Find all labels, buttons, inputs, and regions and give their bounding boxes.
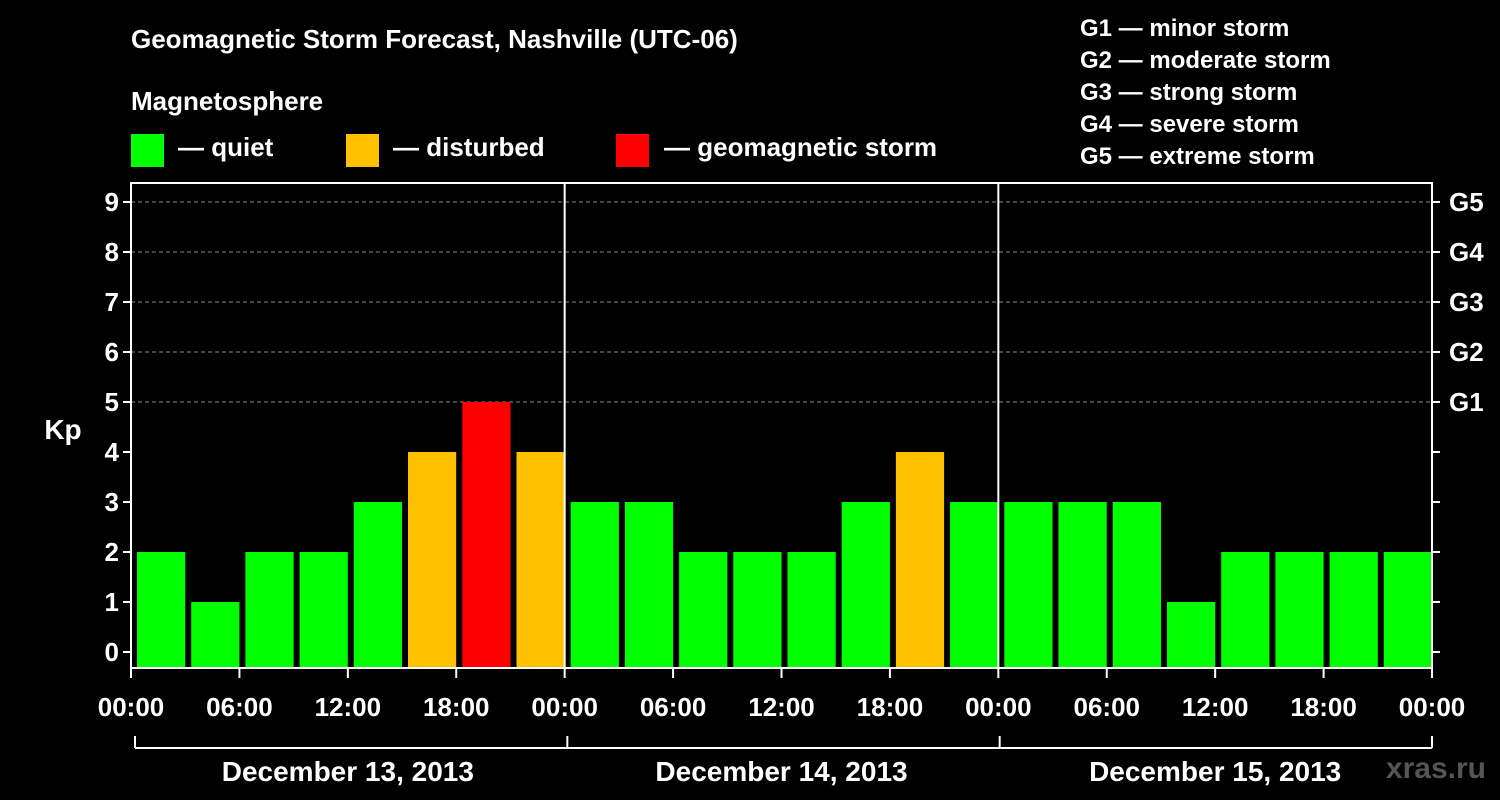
storm-scale-g4: G4 — severe storm bbox=[1080, 111, 1299, 138]
x-tick-label-8: 00:00 bbox=[965, 692, 1032, 722]
bar-3 bbox=[299, 552, 348, 668]
bar-13 bbox=[841, 502, 890, 668]
g-level-label-3: G4 bbox=[1449, 237, 1484, 267]
g-level-label-1: G2 bbox=[1449, 337, 1484, 367]
x-tick-label-9: 06:00 bbox=[1074, 692, 1141, 722]
legend-swatch-storm bbox=[616, 134, 649, 167]
bar-19 bbox=[1167, 602, 1216, 668]
legend-title: Magnetosphere bbox=[131, 86, 324, 116]
bar-5 bbox=[408, 452, 457, 668]
bar-11 bbox=[733, 552, 782, 668]
x-tick-label-7: 18:00 bbox=[857, 692, 924, 722]
y-tick-label-5: 5 bbox=[105, 387, 119, 417]
g-level-label-4: G5 bbox=[1449, 187, 1484, 217]
bar-4 bbox=[353, 502, 402, 668]
day-label-0: December 13, 2013 bbox=[222, 756, 474, 787]
bar-21 bbox=[1275, 552, 1324, 668]
x-tick-label-4: 00:00 bbox=[531, 692, 598, 722]
day-label-1: December 14, 2013 bbox=[655, 756, 907, 787]
bar-20 bbox=[1221, 552, 1270, 668]
legend-label-storm: — geomagnetic storm bbox=[664, 132, 938, 162]
bar-10 bbox=[679, 552, 728, 668]
g-level-label-0: G1 bbox=[1449, 387, 1484, 417]
y-tick-label-0: 0 bbox=[105, 637, 119, 667]
x-tick-label-1: 06:00 bbox=[206, 692, 273, 722]
y-tick-label-1: 1 bbox=[105, 587, 119, 617]
x-tick-label-12: 00:00 bbox=[1399, 692, 1466, 722]
y-tick-label-7: 7 bbox=[105, 287, 119, 317]
g-level-label-2: G3 bbox=[1449, 287, 1484, 317]
storm-scale-g3: G3 — strong storm bbox=[1080, 79, 1298, 106]
y-tick-label-9: 9 bbox=[105, 187, 119, 217]
y-tick-label-3: 3 bbox=[105, 487, 119, 517]
bar-17 bbox=[1058, 502, 1107, 668]
legend-label-quiet: — quiet bbox=[178, 132, 274, 162]
storm-scale-g5: G5 — extreme storm bbox=[1080, 143, 1315, 170]
bar-15 bbox=[950, 502, 999, 668]
bar-6 bbox=[462, 402, 511, 668]
bar-0 bbox=[137, 552, 186, 668]
bar-1 bbox=[191, 602, 240, 668]
x-tick-label-0: 00:00 bbox=[98, 692, 165, 722]
y-tick-label-6: 6 bbox=[105, 337, 119, 367]
x-tick-label-3: 18:00 bbox=[423, 692, 490, 722]
bar-18 bbox=[1112, 502, 1161, 668]
legend-swatch-quiet bbox=[131, 134, 164, 167]
legend-swatch-disturbed bbox=[346, 134, 379, 167]
watermark: xras.ru bbox=[1385, 752, 1486, 785]
x-tick-label-6: 12:00 bbox=[748, 692, 815, 722]
storm-scale-g1: G1 — minor storm bbox=[1080, 15, 1290, 42]
bar-12 bbox=[787, 552, 836, 668]
legend-label-disturbed: — disturbed bbox=[393, 132, 545, 162]
y-tick-label-2: 2 bbox=[105, 537, 119, 567]
x-tick-label-11: 18:00 bbox=[1290, 692, 1357, 722]
y-axis-label: Kp bbox=[44, 414, 81, 445]
x-tick-label-2: 12:00 bbox=[315, 692, 382, 722]
x-tick-label-5: 06:00 bbox=[640, 692, 707, 722]
bar-16 bbox=[1004, 502, 1053, 668]
x-tick-label-10: 12:00 bbox=[1182, 692, 1249, 722]
chart-title: Geomagnetic Storm Forecast, Nashville (U… bbox=[131, 24, 738, 54]
bar-7 bbox=[516, 452, 565, 668]
bar-9 bbox=[624, 502, 674, 668]
day-label-2: December 15, 2013 bbox=[1089, 756, 1341, 787]
y-tick-label-4: 4 bbox=[105, 437, 120, 467]
bar-14 bbox=[895, 452, 945, 668]
bar-23 bbox=[1383, 552, 1432, 668]
bar-2 bbox=[245, 552, 294, 668]
storm-scale-g2: G2 — moderate storm bbox=[1080, 47, 1331, 74]
bar-8 bbox=[570, 502, 619, 668]
y-tick-label-8: 8 bbox=[105, 237, 119, 267]
bar-22 bbox=[1329, 552, 1378, 668]
